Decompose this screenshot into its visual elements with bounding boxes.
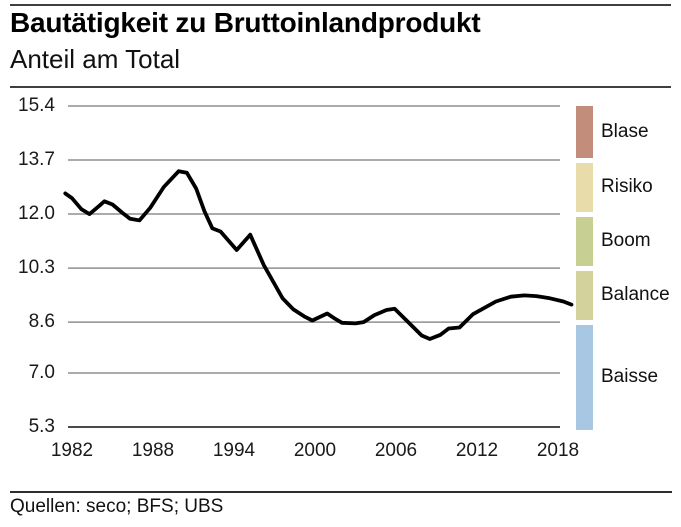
legend-label: Blase <box>601 120 649 142</box>
y-tick-label: 10.3 <box>18 257 55 279</box>
legend-band-risiko <box>576 162 593 212</box>
legend-band-blase <box>576 106 593 158</box>
top-rule <box>10 4 671 6</box>
y-tick-label: 13.7 <box>18 149 55 171</box>
footer-rule <box>10 491 672 493</box>
y-tick-label: 8.6 <box>28 311 55 333</box>
chart-title: Bautätigkeit zu Bruttoinlandprodukt <box>10 7 481 38</box>
legend-band-balance <box>576 270 593 320</box>
header-rule <box>10 86 671 88</box>
legend-band-boom <box>576 216 593 266</box>
y-tick-label: 7.0 <box>28 361 55 383</box>
series-line <box>63 169 574 341</box>
chart-subtitle: Anteil am Total <box>10 44 181 74</box>
source-note: Quellen: seco; BFS; UBS <box>10 496 224 517</box>
y-tick-label: 12.0 <box>18 203 55 225</box>
x-tick-label: 2018 <box>536 440 580 461</box>
x-tick-label: 1994 <box>212 440 256 461</box>
legend-label: Risiko <box>601 176 653 198</box>
x-tick-label: 1982 <box>50 440 94 461</box>
legend-label: Balance <box>601 284 670 306</box>
x-tick-label: 2006 <box>374 440 418 461</box>
x-tick-label: 2012 <box>455 440 499 461</box>
legend-label: Boom <box>601 230 651 252</box>
y-tick-label: 5.3 <box>28 416 55 437</box>
x-tick-label: 1988 <box>131 440 175 461</box>
legend-band-baisse <box>576 324 593 430</box>
x-tick-label: 2000 <box>293 440 337 461</box>
y-tick-label: 15.4 <box>18 95 55 116</box>
legend-label: Baisse <box>601 366 659 388</box>
